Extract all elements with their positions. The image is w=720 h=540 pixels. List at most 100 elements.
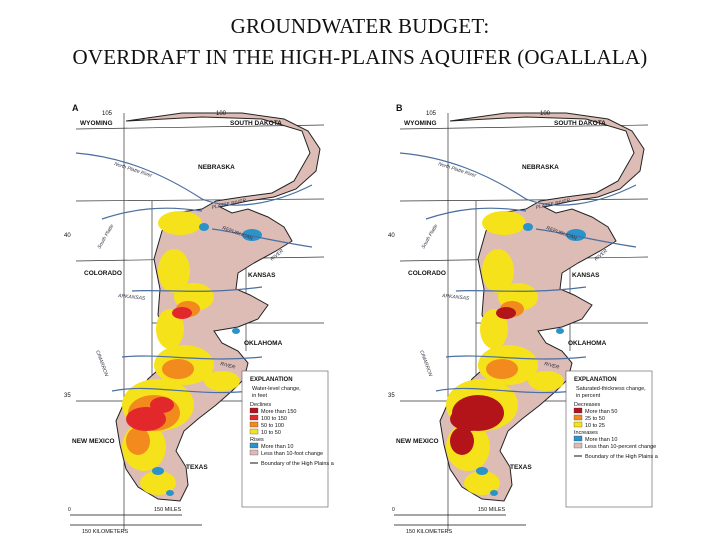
river-line [111, 387, 253, 394]
legend-item-label: 100 to 150 [261, 416, 287, 422]
water-change-patch [566, 229, 586, 241]
legend-item-label: 50 to 100 [261, 423, 284, 429]
lon-100-label: 100 [216, 111, 227, 117]
water-change-patch [480, 309, 508, 349]
scale-zero: 0 [392, 507, 395, 513]
legend-subheading: Saturated-thickness change, [576, 386, 646, 392]
lon-105-label: 105 [102, 111, 113, 117]
water-change-patch [166, 490, 174, 496]
water-change-patch [150, 397, 174, 413]
river-line [121, 355, 263, 360]
rivers [399, 152, 637, 394]
water-change-patch [482, 249, 514, 293]
state-label-kansas: KANSAS [248, 272, 276, 279]
coordinate-labels: A 105 100 40 35 [64, 103, 227, 399]
river-line [435, 387, 577, 394]
river-line [101, 207, 203, 220]
legend-swatch [573, 435, 583, 442]
water-change-patch [232, 328, 240, 334]
panel-letter: B [396, 103, 403, 113]
water-change-patch [158, 249, 190, 293]
scale-km-label: 150 KILOMETERS [82, 529, 128, 535]
river-line [455, 286, 587, 292]
legend: EXPLANATION Saturated-thickness change,in… [565, 370, 658, 508]
legend-item-label: Less than 10-foot change [261, 451, 323, 457]
water-change-patch [158, 211, 202, 235]
state-label-oklahoma: OKLAHOMA [568, 340, 607, 347]
legend-item-label: 10 to 50 [261, 430, 281, 436]
state-labels: WYOMING SOUTH DAKOTA NEBRASKA COLORADO KANSA… [72, 120, 283, 471]
river-label-arkansas: ARKANSAS [441, 293, 470, 302]
legend-item-label: More than 50 [585, 409, 617, 415]
legend-swatch [249, 407, 259, 414]
legend-group1: Declines [250, 402, 271, 408]
river-line [131, 286, 263, 292]
state-label-wyoming: WYOMING [80, 120, 113, 127]
legend-swatch [573, 407, 583, 414]
water-change-patch [126, 407, 166, 431]
water-change-patch [242, 229, 262, 241]
state-label-nebraska: NEBRASKA [522, 164, 559, 171]
scale-zero: 0 [68, 507, 71, 513]
state-label-colorado: COLORADO [408, 270, 446, 277]
scale-bar: 0 150 MILES 150 KILOMETERS [68, 507, 202, 535]
water-change-patch [152, 467, 164, 475]
state-label-oklahoma: OKLAHOMA [244, 340, 283, 347]
state-label-kansas: KANSAS [572, 272, 600, 279]
state-label-texas: TEXAS [186, 464, 208, 471]
panel-letter: A [72, 103, 79, 113]
legend-subheading: Water-level change, [252, 386, 301, 392]
water-change-patch [490, 490, 498, 496]
state-labels: WYOMING SOUTH DAKOTA NEBRASKA COLORADO KANSA… [396, 120, 607, 471]
scale-km-label: 150 KILOMETERS [406, 529, 452, 535]
legend-group1: Decreases [574, 402, 601, 408]
legend-swatch [573, 414, 583, 421]
river-line [535, 228, 637, 248]
state-boundary-line [399, 198, 649, 202]
water-change-patch [162, 359, 194, 379]
lat-40-label: 40 [64, 233, 71, 239]
state-label-nebraska: NEBRASKA [198, 164, 235, 171]
legend-swatch [249, 442, 259, 449]
legend-swatch [249, 449, 259, 456]
water-change-patch [556, 328, 564, 334]
legend-swatch [249, 421, 259, 428]
water-change-patch [474, 397, 498, 413]
water-change-patch [156, 309, 184, 349]
state-label-colorado: COLORADO [84, 270, 122, 277]
water-change-patch [528, 371, 564, 391]
legend-heading: EXPLANATION [250, 377, 293, 383]
state-label-new-mexico: NEW MEXICO [72, 438, 115, 445]
legend-swatch [573, 421, 583, 428]
river-line [399, 152, 637, 206]
rivers [75, 152, 313, 394]
legend-item-label: 25 to 50 [585, 416, 605, 422]
water-change-patch [450, 407, 490, 431]
legend-box [241, 370, 329, 508]
water-change-patch [486, 359, 518, 379]
state-label-texas: TEXAS [510, 464, 532, 471]
river-label-red: RIVER [219, 361, 236, 371]
lon-100-label: 100 [540, 111, 551, 117]
legend-subheading-2: in percent [576, 393, 601, 399]
legend-heading: EXPLANATION [574, 377, 617, 383]
scale-miles-label: 150 MILES [478, 507, 506, 513]
legend-group2: Rises [250, 437, 264, 443]
state-label-south-dakota: SOUTH DAKOTA [554, 120, 606, 127]
water-change-patch [464, 471, 500, 495]
legend-subheading-2: in feet [252, 393, 267, 399]
map-panel-a: A 105 100 40 35 WYOMING SOUTH DAKOTA NEBRASKA CO… [62, 101, 334, 539]
river-line [425, 207, 527, 220]
legend-item-label: 10 to 25 [585, 423, 605, 429]
legend-item-label: More than 10 [585, 437, 617, 443]
legend-item-label: More than 150 [261, 409, 296, 415]
river-line [445, 355, 587, 360]
lat-40-label: 40 [388, 233, 395, 239]
water-change-patch [482, 211, 526, 235]
lat-35-label: 35 [388, 393, 395, 399]
legend: EXPLANATION Water-level change,in feet Dec… [241, 370, 334, 508]
state-label-new-mexico: NEW MEXICO [396, 438, 439, 445]
legend-swatch [573, 442, 583, 449]
lat-35-label: 35 [64, 393, 71, 399]
lon-105-label: 105 [426, 111, 437, 117]
